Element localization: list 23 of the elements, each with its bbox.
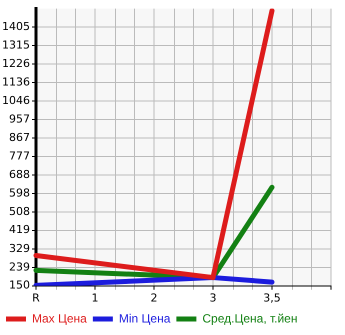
x-tick-label: 3 — [210, 291, 216, 304]
y-tick-label: 150 — [8, 278, 30, 292]
legend-label: Max Цена — [32, 311, 88, 326]
y-tick-label: 1136 — [2, 75, 30, 88]
y-tick-label: 957 — [8, 112, 30, 126]
x-tick-label: 2 — [150, 291, 158, 304]
legend-label: Min Цена — [118, 311, 171, 326]
x-tick-label: R — [32, 291, 40, 304]
y-tick-label: 867 — [8, 130, 30, 144]
y-tick-label: 1046 — [2, 94, 30, 107]
y-tick-label: 1226 — [2, 56, 30, 70]
y-tick-label: 598 — [8, 186, 30, 200]
y-tick-label: 419 — [8, 223, 30, 236]
y-tick-label: 508 — [8, 204, 30, 218]
y-tick-label: 1405 — [2, 20, 30, 34]
x-tick-label: 3,5 — [263, 291, 281, 304]
y-tick-label: 688 — [8, 168, 30, 181]
y-tick-label: 777 — [8, 149, 30, 162]
x-tick-label: 1 — [91, 291, 98, 304]
legend-label: Сред.Цена, т.йен — [202, 311, 298, 326]
y-tick-label: 1315 — [2, 38, 30, 52]
y-tick-label: 239 — [8, 260, 30, 274]
y-tick-label: 329 — [8, 242, 30, 255]
